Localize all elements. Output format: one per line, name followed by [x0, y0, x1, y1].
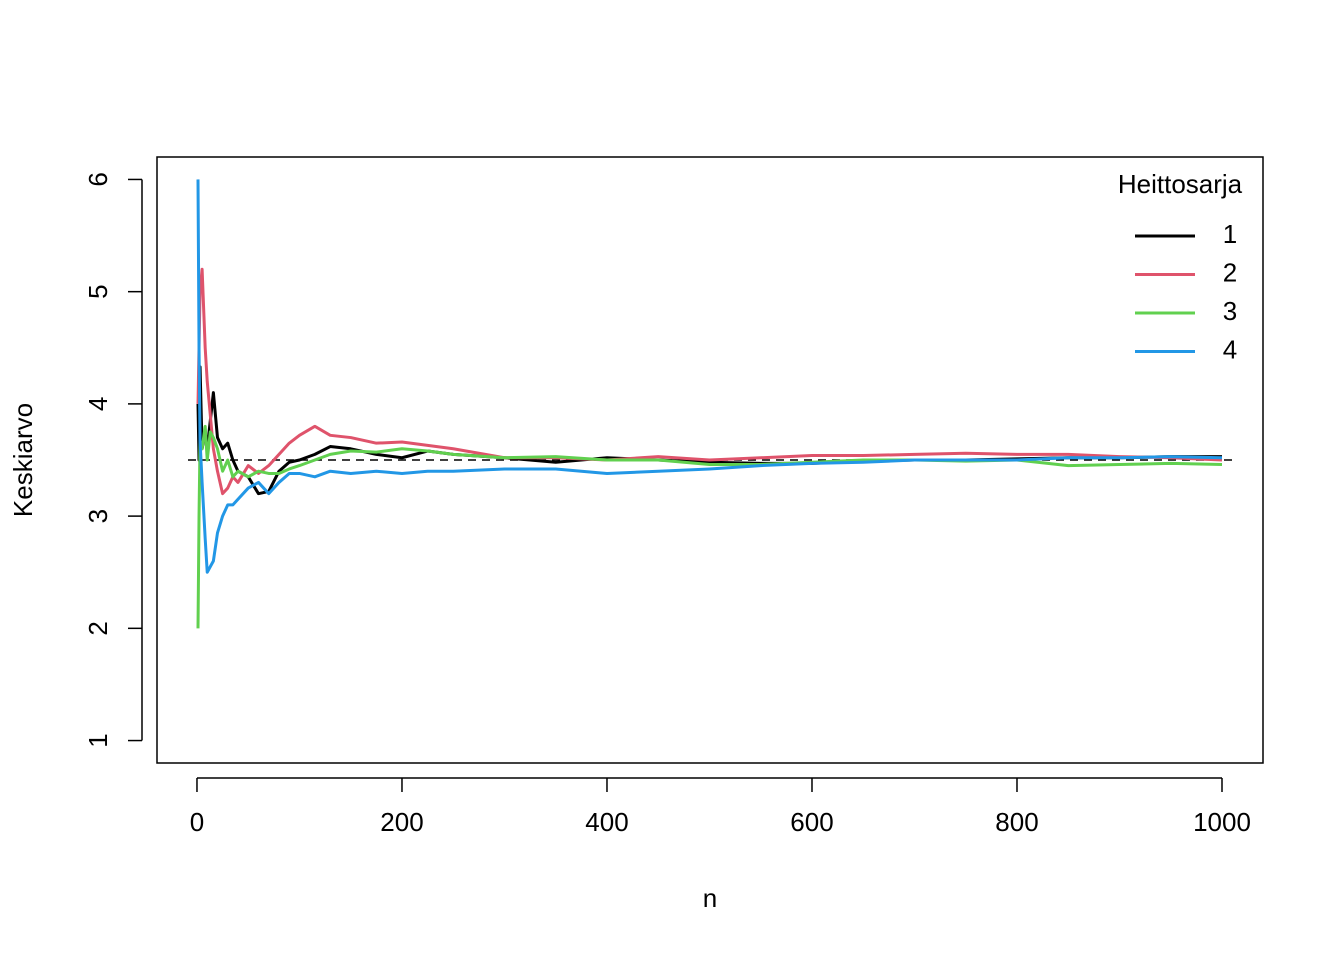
- x-tick-label: 800: [995, 807, 1038, 837]
- series-line: [196, 179, 1223, 574]
- legend-title: Heittosarja: [1118, 169, 1243, 199]
- x-axis-label: n: [703, 883, 717, 913]
- legend-label: 1: [1223, 219, 1237, 249]
- y-tick-label: 4: [83, 397, 113, 411]
- y-tick-label: 1: [83, 733, 113, 747]
- x-tick-label: 0: [190, 807, 204, 837]
- series-line: [196, 267, 1223, 496]
- y-axis-label: Keskiarvo: [8, 403, 38, 517]
- y-tick-label: 2: [83, 621, 113, 635]
- legend-label: 3: [1223, 296, 1237, 326]
- legend-label: 2: [1223, 257, 1237, 287]
- y-tick-label: 6: [83, 172, 113, 186]
- plot-box: [156, 156, 1264, 764]
- x-tick-label: 600: [790, 807, 833, 837]
- legend-label: 4: [1223, 334, 1237, 364]
- x-tick-label: 400: [585, 807, 628, 837]
- x-tick-label: 1000: [1193, 807, 1251, 837]
- y-tick-label: 3: [83, 509, 113, 523]
- y-tick-label: 5: [83, 284, 113, 298]
- x-tick-label: 200: [380, 807, 423, 837]
